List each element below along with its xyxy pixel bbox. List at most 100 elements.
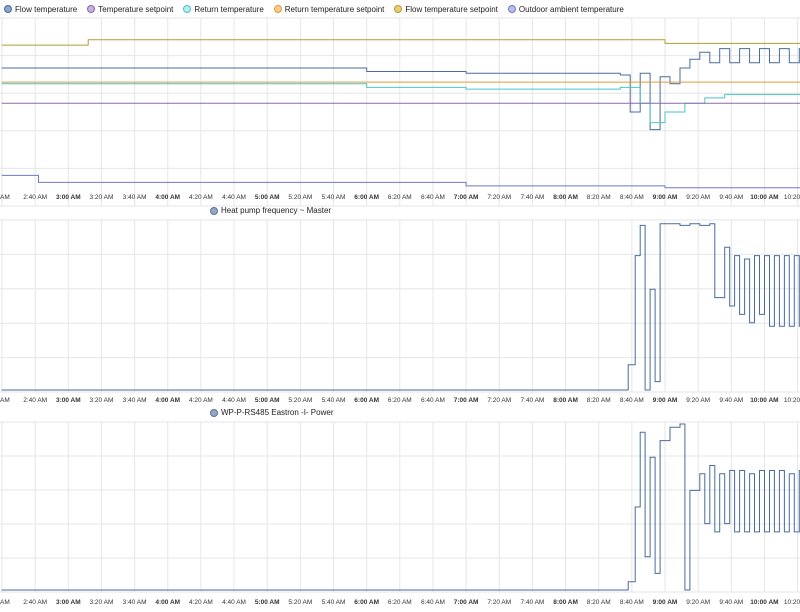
x-tick-label: 7:20 AM [487,599,511,606]
power-title: WP-P-RS485 Eastron -I- Power [221,408,334,417]
legend-item[interactable]: Flow temperature setpoint [394,5,498,14]
x-tick-label: 3:00 AM [56,599,81,606]
legend-item[interactable]: Flow temperature [4,5,77,14]
x-tick-label: 3:00 AM [56,397,81,404]
x-tick-label: 7:20 AM [487,397,511,404]
x-tick-label: 2:40 AM [23,599,47,606]
x-tick-label: 7:40 AM [520,194,544,201]
series-color-icon [210,206,218,215]
x-tick-label: 9:00 AM [653,599,678,606]
x-tick-label: 7:40 AM [520,397,544,404]
x-tick-label: 6:20 AM [388,599,412,606]
x-tick-label: 8:20 AM [587,397,611,404]
x-tick-label: 5:40 AM [322,194,346,201]
frequency-chart [0,219,800,393]
x-tick-label: 4:20 AM [189,194,213,201]
series-color-icon [210,408,218,417]
x-tick-label: 7:00 AM [454,397,479,404]
x-tick-label: 8:00 AM [553,397,578,404]
x-tick-label: 5:20 AM [288,599,312,606]
x-tick-label: 8:20 AM [587,599,611,606]
x-tick-label: 6:20 AM [388,397,412,404]
x-tick-label: 8:40 AM [620,194,644,201]
x-tick-label: 10:00 AM [750,194,778,201]
x-tick-label: 2:40 AM [23,397,47,404]
x-tick-label: 3:40 AM [123,194,147,201]
x-tick-label: 7:00 AM [454,194,479,201]
x-tick-label: 6:00 AM [354,194,379,201]
x-tick-label: 10:20 AM [784,194,800,201]
x-tick-label: 5:00 AM [255,397,280,404]
x-tick-label: 2:40 AM [23,194,47,201]
x-tick-label: 4:40 AM [222,599,246,606]
x-tick-label: 9:00 AM [653,397,678,404]
legend-label: Outdoor ambient temperature [518,4,624,14]
x-tick-label: AM [0,397,10,404]
x-tick-label: 6:40 AM [421,194,445,201]
x-tick-label: 6:00 AM [354,599,379,606]
x-tick-label: 3:20 AM [90,194,114,201]
x-tick-label: AM [0,194,10,201]
legend-item[interactable]: Return temperature setpoint [273,4,385,14]
x-tick-label: 7:20 AM [487,194,511,201]
x-tick-label: 5:00 AM [255,194,280,201]
x-tick-label: 8:40 AM [620,397,644,404]
x-tick-label: 10:00 AM [750,397,778,404]
x-tick-label: 4:40 AM [222,194,246,201]
x-tick-label: 4:20 AM [189,397,213,404]
series-line [1,223,800,391]
x-axis-power: AM 2:40 AM 3:00 AM 3:20 AM 3:40 AM 4:00 AM 4:2… [0,599,800,606]
x-tick-label: 6:40 AM [421,397,445,404]
x-tick-label: 10:20 AM [784,599,800,606]
legend-item[interactable]: Return temperature [183,5,264,14]
x-tick-label: 8:40 AM [620,599,644,606]
x-tick-label: AM [0,599,10,606]
series-line [1,83,800,124]
legend-color-icon [183,5,192,13]
legend-item[interactable]: Outdoor ambient temperature [507,4,624,14]
power-chart [0,421,800,593]
x-tick-label: 4:00 AM [155,599,180,606]
legend-color-icon [507,5,516,13]
legend-label: Temperature setpoint [98,4,174,14]
legend-color-icon [273,5,282,13]
x-tick-label: 9:20 AM [686,397,710,404]
x-tick-label: 4:20 AM [189,599,213,606]
x-tick-label: 3:40 AM [123,599,147,606]
legend-label: Return temperature setpoint [284,4,385,14]
x-tick-label: 3:40 AM [123,397,147,404]
x-tick-label: 8:00 AM [553,599,578,606]
x-tick-label: 9:40 AM [719,397,743,404]
x-tick-label: 3:20 AM [90,397,114,404]
x-tick-label: 5:00 AM [255,599,280,606]
series-line [1,423,800,591]
x-tick-label: 9:00 AM [653,194,678,201]
legend-color-icon [87,5,96,13]
x-tick-label: 6:40 AM [421,599,445,606]
x-tick-label: 4:40 AM [222,397,246,404]
x-tick-label: 9:20 AM [686,194,710,201]
series-line [1,174,800,189]
x-tick-label: 7:40 AM [520,599,544,606]
x-tick-label: 6:00 AM [354,397,379,404]
x-tick-label: 6:20 AM [388,194,412,201]
series-line [1,39,800,46]
x-tick-label: 3:20 AM [90,599,114,606]
x-tick-label: 10:20 AM [784,397,800,404]
x-tick-label: 7:00 AM [454,599,479,606]
x-tick-label: 8:20 AM [587,194,611,201]
chart-title-frequency: Heat pump frequency ~ Master [210,206,331,215]
chart-legend: Flow temperature Temperature setpoint Retu… [0,0,800,18]
x-tick-label: 9:20 AM [686,599,710,606]
x-tick-label: 5:40 AM [322,397,346,404]
x-tick-label: 5:20 AM [288,397,312,404]
x-tick-label: 10:00 AM [750,599,778,606]
legend-color-icon [394,5,403,13]
x-tick-label: 5:40 AM [322,599,346,606]
legend-label: Flow temperature setpoint [405,4,498,14]
frequency-title: Heat pump frequency ~ Master [221,206,332,215]
x-tick-label: 4:00 AM [155,194,180,201]
legend-item[interactable]: Temperature setpoint [87,5,173,14]
chart-title-power: WP-P-RS485 Eastron -I- Power [210,408,333,417]
temperature-chart [0,17,800,207]
